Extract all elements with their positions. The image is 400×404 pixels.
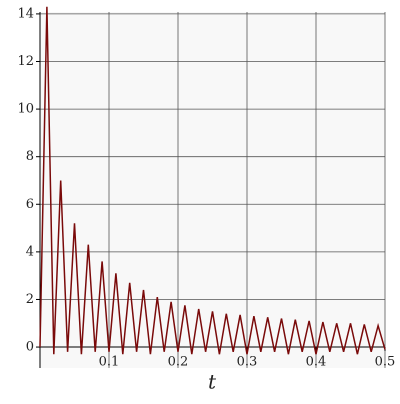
y-tick-label: 2 (26, 292, 34, 307)
x-tick-label: 0.3 (237, 355, 258, 370)
x-axis-label: t (208, 370, 217, 394)
y-tick-label: 6 (26, 197, 34, 212)
x-tick-label: 0.5 (375, 355, 396, 370)
y-tick-label: 10 (17, 102, 34, 117)
x-tick-label: 0.4 (306, 355, 327, 370)
x-tick-label: 0.1 (99, 355, 120, 370)
y-tick-label: 4 (26, 244, 34, 259)
y-tick-label: 0 (26, 340, 34, 355)
y-tick-label: 14 (17, 6, 34, 21)
plot-area (40, 12, 385, 368)
y-tick-label: 12 (17, 54, 34, 69)
line (39, 6, 386, 355)
x-tick-label: 0.2 (168, 355, 189, 370)
y-tick-label: 8 (26, 149, 34, 164)
